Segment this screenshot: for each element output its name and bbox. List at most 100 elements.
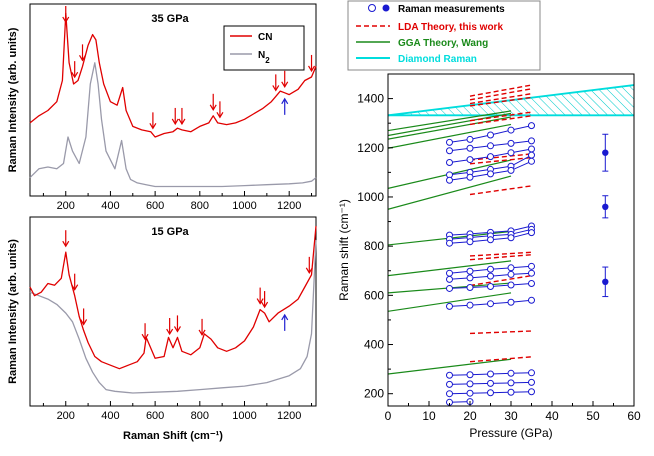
y-axis-label: Raman Intensity (arb. units) [7, 239, 19, 384]
x-tick-label: 1000 [232, 410, 256, 422]
measured-point [466, 283, 474, 291]
peak-arrow-head [209, 104, 217, 111]
x-tick-label: 10 [422, 409, 436, 423]
measured-point [487, 300, 494, 308]
measured-point [507, 166, 515, 174]
measured-point [466, 156, 474, 164]
peak-arrow-head [272, 85, 280, 92]
measured-point [446, 302, 453, 310]
gga-line [388, 110, 512, 132]
measured-filled-point [602, 203, 609, 210]
x-tick-label: 600 [146, 410, 164, 422]
legend-label: Diamond Raman [398, 54, 477, 65]
measured-point [466, 267, 474, 275]
gga-line [388, 292, 512, 312]
peak-arrow-head [261, 301, 269, 309]
series-line-n2 [29, 239, 317, 394]
peak-arrow-head [62, 240, 70, 248]
measured-point [466, 389, 474, 397]
measured-point [507, 126, 515, 134]
measured-point [528, 378, 535, 386]
lda-line [469, 115, 532, 126]
measured-point [446, 138, 453, 146]
y-tick-label: 200 [364, 387, 384, 401]
peak-arrow-head [178, 118, 186, 126]
measured-point [507, 379, 515, 387]
peak-arrow-head [62, 16, 70, 24]
measured-point [466, 144, 474, 152]
y-tick-label: 1400 [357, 92, 384, 106]
measured-point [487, 236, 494, 244]
panel-title: 15 GPa [151, 226, 189, 238]
measured-point [528, 229, 535, 237]
measured-point [487, 265, 494, 273]
measured-point [487, 142, 494, 150]
gga-line [388, 175, 512, 210]
peak-arrow-head [149, 123, 157, 130]
peak-arrow-head [71, 284, 79, 291]
x-tick-label: 1200 [277, 200, 301, 212]
peak-arrow-head [256, 298, 264, 305]
x-tick-label: 40 [545, 409, 559, 423]
measured-point [446, 147, 453, 155]
series-line-cn [29, 226, 317, 370]
peak-arrow-head [80, 319, 88, 326]
bottom-spectrum-panel: 200 400 600 800 1000 1200 15 GPa Raman Intensit… [7, 216, 317, 442]
gga-line [388, 112, 512, 137]
lda-line [469, 96, 532, 107]
peak-arrow-head [305, 267, 313, 275]
measured-point [507, 264, 515, 272]
measured-point [528, 122, 535, 130]
legend-open-marker [368, 4, 376, 12]
x-axis-label: Raman Shift (cm⁻¹) [123, 430, 223, 442]
y-tick-label: 600 [364, 288, 384, 302]
lda-line [469, 153, 532, 161]
lda-line [469, 84, 532, 97]
measured-point [528, 280, 535, 288]
measured-point [446, 371, 453, 379]
y-axis-label: Raman shift (cm⁻¹) [337, 199, 351, 301]
x-tick-label: 50 [586, 409, 600, 423]
lda-line [469, 92, 532, 105]
gga-line [388, 358, 512, 375]
measured-point [507, 270, 515, 278]
measured-point [446, 176, 453, 184]
lda-line [469, 330, 532, 335]
lda-line [469, 254, 532, 261]
measured-point [507, 149, 515, 157]
measured-point [446, 275, 453, 283]
peak-arrow-head [198, 329, 206, 337]
lda-line [469, 356, 532, 363]
measured-point [446, 284, 453, 292]
peak-arrow-head [71, 71, 79, 79]
x-tick-label: 0 [385, 409, 392, 423]
measured-point [528, 296, 535, 304]
blue-arrow-head [281, 313, 289, 321]
measured-point [446, 269, 453, 277]
peak-arrow-head [141, 333, 149, 341]
lda-line [469, 251, 532, 257]
measured-point [528, 157, 535, 165]
measured-point [446, 159, 453, 167]
measured-point [528, 262, 535, 270]
measured-point [507, 388, 515, 396]
peak-arrow-head [78, 55, 87, 62]
x-tick-label: 400 [101, 200, 119, 212]
x-tick-label: 200 [57, 410, 75, 422]
lda-line [469, 274, 532, 287]
y-tick-label: 1000 [357, 190, 384, 204]
measured-point [507, 281, 515, 289]
measured-point [487, 379, 494, 387]
plot-frame [29, 3, 317, 197]
measured-point [528, 369, 535, 377]
measured-point [487, 131, 494, 139]
measured-point [528, 151, 535, 159]
x-axis-label: Pressure (GPa) [469, 426, 552, 440]
plot-area [388, 84, 634, 406]
top-spectrum-panel: 200 400 600 800 1000 1200 35 GPa Raman Intensit… [7, 3, 317, 212]
measured-point [466, 238, 474, 246]
measured-point [507, 369, 515, 377]
measured-point [528, 269, 535, 277]
peak-arrow-head [308, 65, 316, 73]
